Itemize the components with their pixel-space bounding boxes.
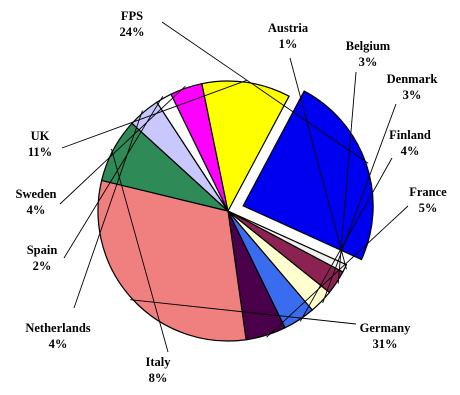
pie-slice-uk [201,80,290,213]
labels-layer: FPS 24% Austria 1% Belgium 3% Denmark 3% Finland… [16,9,448,385]
slice-value-germany: 31% [373,337,398,351]
slice-label-spain: Spain [27,243,58,257]
slice-label-sweden: Sweden [16,187,57,201]
slices-layer [97,80,374,342]
slice-label-belgium: Belgium [346,39,391,53]
slice-value-fps: 24% [120,25,145,39]
slice-value-finland: 4% [401,144,420,158]
slice-value-netherlands: 4% [49,337,68,351]
leader-line-austria [289,57,347,270]
pie-slice-germany [97,179,247,342]
slice-label-austria: Austria [268,21,309,35]
leader-line-france [266,205,409,338]
slice-label-finland: Finland [389,128,431,142]
slice-value-belgium: 3% [359,55,378,69]
leader-line-italy [111,148,169,353]
leader-lines-layer [59,21,409,353]
slice-label-denmark: Denmark [387,72,438,86]
slice-value-uk: 11% [28,145,52,159]
slice-value-spain: 2% [33,259,52,273]
slice-value-sweden: 4% [27,203,46,217]
pie-slice-fps [242,90,374,261]
leader-line-germany [130,299,357,325]
leader-line-uk [61,79,247,149]
leader-line-fps [161,21,369,164]
slice-value-denmark: 3% [403,88,422,102]
leader-line-netherlands [73,110,143,309]
slice-label-france: France [409,185,447,199]
leader-line-finland [299,157,393,322]
slice-value-italy: 8% [149,371,168,385]
leader-line-denmark [322,103,397,304]
slice-label-germany: Germany [360,321,411,335]
slice-value-austria: 1% [279,37,298,51]
slice-label-italy: Italy [146,355,172,369]
slice-label-uk: UK [31,129,50,143]
leader-line-sweden [59,85,186,205]
slice-label-fps: FPS [121,9,143,23]
slice-label-netherlands: Netherlands [25,321,90,335]
slice-value-france: 5% [419,201,438,215]
